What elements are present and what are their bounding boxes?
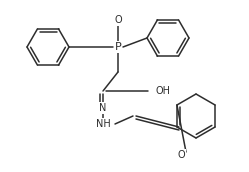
Text: N: N: [99, 103, 107, 113]
Text: OH: OH: [156, 86, 171, 96]
Text: O: O: [114, 15, 122, 25]
Text: NH: NH: [96, 119, 110, 129]
Text: P: P: [115, 42, 121, 52]
Text: O: O: [177, 150, 185, 160]
